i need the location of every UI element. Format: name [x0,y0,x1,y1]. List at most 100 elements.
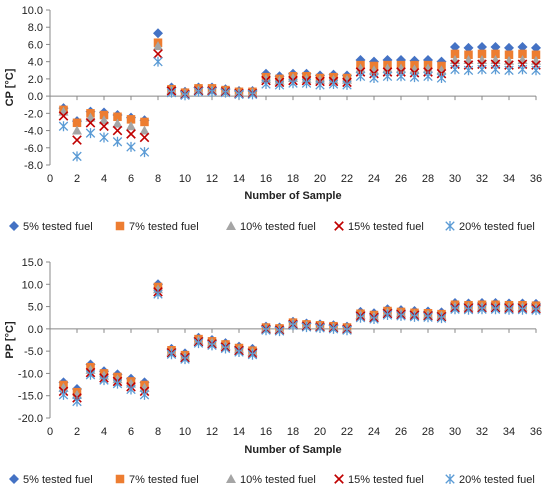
data-point [139,125,150,135]
data-point [531,65,541,76]
y-tick-label: -8.0 [24,160,43,172]
x-tick-label: 8 [155,173,161,185]
data-point [315,79,325,90]
data-point [491,49,500,59]
y-tick-label: 4.0 [28,57,43,69]
y-tick-label: 0.0 [28,91,43,103]
x-tick-label: 4 [101,426,107,438]
x-tick-label: 24 [368,173,380,185]
legend-label: 10% tested fuel [240,221,316,233]
x-axis-label: Number of Sample [244,190,341,202]
data-point [153,49,163,59]
data-point [342,325,352,336]
x-tick-label: 26 [395,173,407,185]
data-point [517,64,528,75]
series-diamond [58,28,541,127]
data-point [436,73,447,84]
data-point [58,111,69,121]
x-tick-label: 12 [206,426,218,438]
data-point [72,118,82,128]
x-tick-label: 30 [449,426,461,438]
data-point [153,28,163,39]
data-point [531,42,541,53]
x-tick-label: 16 [260,426,272,438]
data-point [382,71,393,82]
data-point [126,129,136,139]
legend-marker [445,221,455,231]
x-tick-label: 34 [503,173,515,185]
x-tick-label: 22 [341,173,353,185]
legend-label: 15% tested fuel [348,221,424,233]
legend-label: 10% tested fuel [240,474,316,486]
x-tick-label: 26 [395,426,407,438]
data-point [477,49,487,59]
data-point [450,42,460,53]
data-point [180,90,190,101]
data-point [315,322,325,333]
x-axis-label: Number of Sample [244,444,341,456]
y-tick-label: -4.0 [24,126,43,138]
y-tick-label: -20.0 [18,413,43,425]
data-point [477,42,487,53]
y-axis-label: PP [°C] [4,321,16,359]
data-point [450,304,460,315]
chart-2: -20.0-15.0-10.0-5.00.05.010.015.00 2 4 6 8 10… [4,257,542,486]
data-point [504,304,514,315]
legend-label: 5% tested fuel [23,474,93,486]
x-tick-label: 8 [155,426,161,438]
y-tick-label: 15.0 [22,257,43,269]
data-point [477,64,487,75]
x-tick-label: 18 [287,426,299,438]
data-point [288,78,298,89]
x-tick-label: 24 [368,426,380,438]
data-point [153,56,163,67]
data-point [99,121,109,132]
data-point [423,312,433,323]
x-tick-label: 22 [341,426,353,438]
x-tick-label: 28 [422,426,434,438]
data-point [72,125,82,135]
y-tick-label: 2.0 [28,74,43,86]
data-point [126,141,136,152]
data-point [112,136,123,147]
legend-label: 7% tested fuel [129,474,199,486]
chart-1: -8.0-6.0-4.0-2.00.02.04.06.08.010.00 2 4 6 8… [4,5,542,233]
data-point [126,121,136,131]
data-point [247,89,258,100]
data-point [85,117,96,128]
data-point [139,147,150,158]
data-point [463,42,474,53]
data-point [99,110,109,120]
legend-label: 15% tested fuel [348,474,424,486]
data-point [355,312,366,323]
x-tick-label: 34 [503,426,515,438]
data-point [396,310,406,321]
y-tick-label: -15.0 [18,391,43,403]
data-point [72,151,82,162]
legend-marker [115,474,125,484]
legend-label: 7% tested fuel [129,221,199,233]
data-point [140,117,149,127]
data-point [517,304,528,315]
x-tick-label: 20 [314,426,326,438]
data-point [504,50,514,60]
data-point [409,72,420,83]
data-point [99,375,109,386]
x-tick-label: 36 [530,173,542,185]
data-point [99,115,109,125]
legend-marker [9,474,19,484]
data-point [490,64,501,75]
x-tick-label: 12 [206,173,218,185]
data-point [207,86,217,97]
x-tick-label: 32 [476,426,488,438]
data-point [274,79,285,90]
legend-marker [334,474,344,484]
x-tick-label: 0 [47,173,53,185]
x-tick-label: 6 [128,426,134,438]
series-asterisk [58,56,541,162]
x-tick-label: 4 [101,173,107,185]
x-tick-label: 36 [530,426,542,438]
data-point [139,389,150,400]
x-tick-label: 10 [179,173,191,185]
